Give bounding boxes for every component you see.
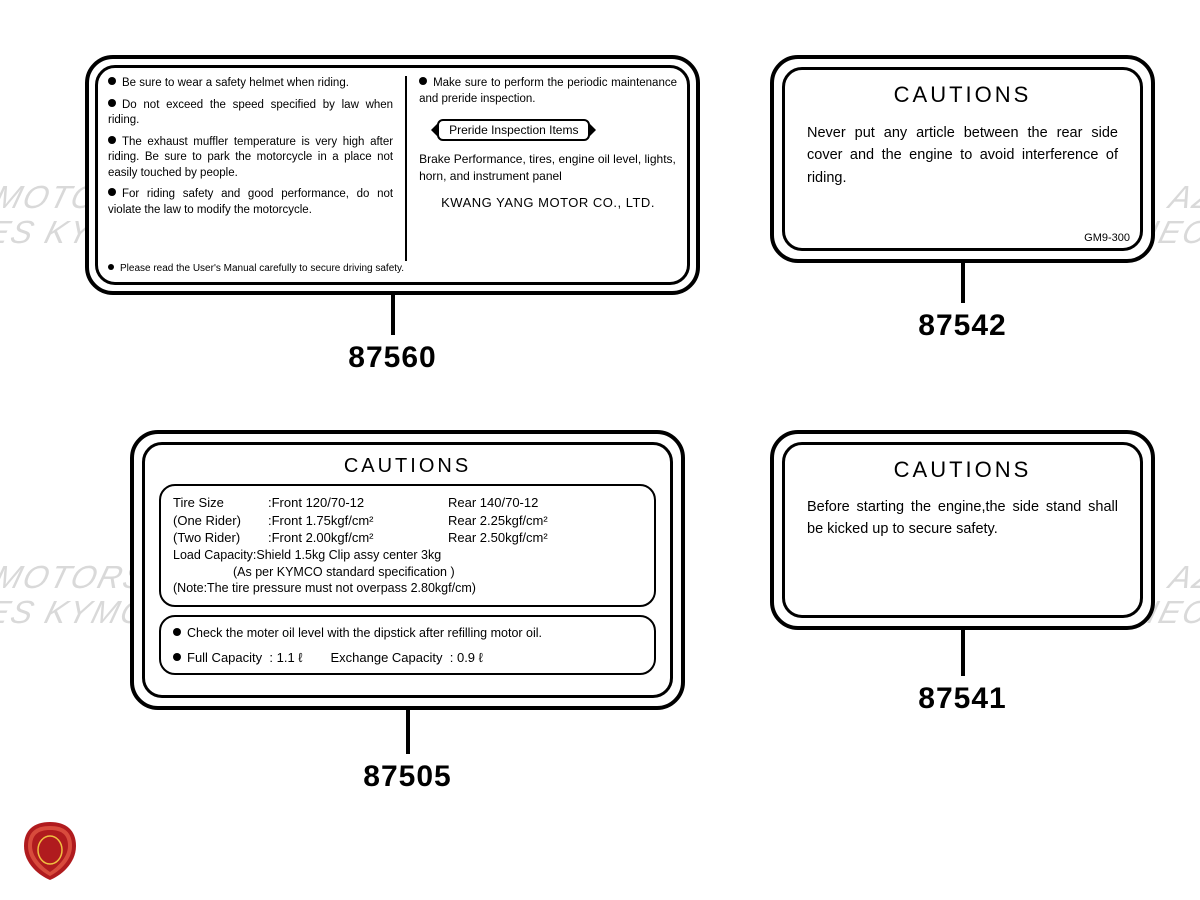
safety-bullet: Be sure to wear a safety helmet when rid… (108, 76, 393, 92)
label-87542-box: CAUTIONS Never put any article between t… (770, 55, 1155, 263)
leader-line (406, 710, 410, 754)
part-number-87560: 87560 (85, 341, 700, 375)
label-87541-box: CAUTIONS Before starting the engine,the … (770, 430, 1155, 630)
caution-body: Before starting the engine,the side stan… (801, 497, 1124, 541)
preride-items: Brake Performance, tires, engine oil lev… (419, 151, 677, 185)
divider (405, 76, 407, 261)
label-87505-inner: CAUTIONS Tire Size:Front 120/70-12Rear 1… (142, 442, 673, 698)
cautions-title: CAUTIONS (801, 82, 1124, 108)
load-note2: (Note:The tire pressure must not overpas… (173, 580, 642, 597)
preride-chip: Preride Inspection Items (437, 119, 590, 141)
label-87560-inner: Be sure to wear a safety helmet when rid… (95, 65, 690, 285)
label-87560-box: Be sure to wear a safety helmet when rid… (85, 55, 700, 295)
safety-bullet: For riding safety and good performance, … (108, 187, 393, 218)
safety-bullet: Do not exceed the speed specified by law… (108, 98, 393, 129)
tire-section: Tire Size:Front 120/70-12Rear 140/70-12(… (159, 484, 656, 607)
tire-spec-row: Tire Size:Front 120/70-12Rear 140/70-12 (173, 494, 642, 512)
label-87505-box: CAUTIONS Tire Size:Front 120/70-12Rear 1… (130, 430, 685, 710)
tire-spec-row: (Two Rider):Front 2.00kgf/cm²Rear 2.50kg… (173, 529, 642, 547)
azmotors-logo-icon (22, 820, 78, 882)
leader-line (961, 263, 965, 303)
oil-check: Check the moter oil level with the dipst… (187, 626, 542, 640)
cautions-title: CAUTIONS (159, 455, 656, 478)
load-note1: (As per KYMCO standard specification ) (173, 564, 642, 581)
load-capacity: Load Capacity:Shield 1.5kg Clip assy cen… (173, 547, 642, 564)
tire-spec-row: (One Rider):Front 1.75kgf/cm²Rear 2.25kg… (173, 512, 642, 530)
label-87560: Be sure to wear a safety helmet when rid… (85, 55, 700, 375)
label-87505: CAUTIONS Tire Size:Front 120/70-12Rear 1… (130, 430, 685, 794)
label-87541-inner: CAUTIONS Before starting the engine,the … (782, 442, 1143, 618)
manufacturer: KWANG YANG MOTOR CO., LTD. (419, 195, 677, 210)
safety-bullet: The exhaust muffler temperature is very … (108, 135, 393, 182)
label-code: GM9-300 (1084, 232, 1130, 244)
label-87542-inner: CAUTIONS Never put any article between t… (782, 67, 1143, 251)
full-capacity-label: Full Capacity (187, 650, 262, 665)
footnote: Please read the User's Manual carefully … (120, 263, 404, 274)
part-number-87505: 87505 (130, 760, 685, 794)
exchange-capacity-value: : 0.9 ℓ (450, 650, 483, 665)
full-capacity-value: : 1.1 ℓ (269, 650, 302, 665)
right-intro: Make sure to perform the periodic mainte… (419, 77, 677, 105)
label-87542: CAUTIONS Never put any article between t… (770, 55, 1155, 343)
diagram-canvas: AZMOTORSPIECES KYMCOAZMOTORSPIECES KYMCO… (0, 0, 1200, 900)
oil-section: Check the moter oil level with the dipst… (159, 615, 656, 675)
cautions-title: CAUTIONS (801, 457, 1124, 483)
label-87541: CAUTIONS Before starting the engine,the … (770, 430, 1155, 716)
part-number-87542: 87542 (770, 309, 1155, 343)
leader-line (961, 630, 965, 676)
leader-line (391, 295, 395, 335)
caution-body: Never put any article between the rear s… (801, 122, 1124, 189)
exchange-capacity-label: Exchange Capacity (330, 650, 442, 665)
part-number-87541: 87541 (770, 682, 1155, 716)
